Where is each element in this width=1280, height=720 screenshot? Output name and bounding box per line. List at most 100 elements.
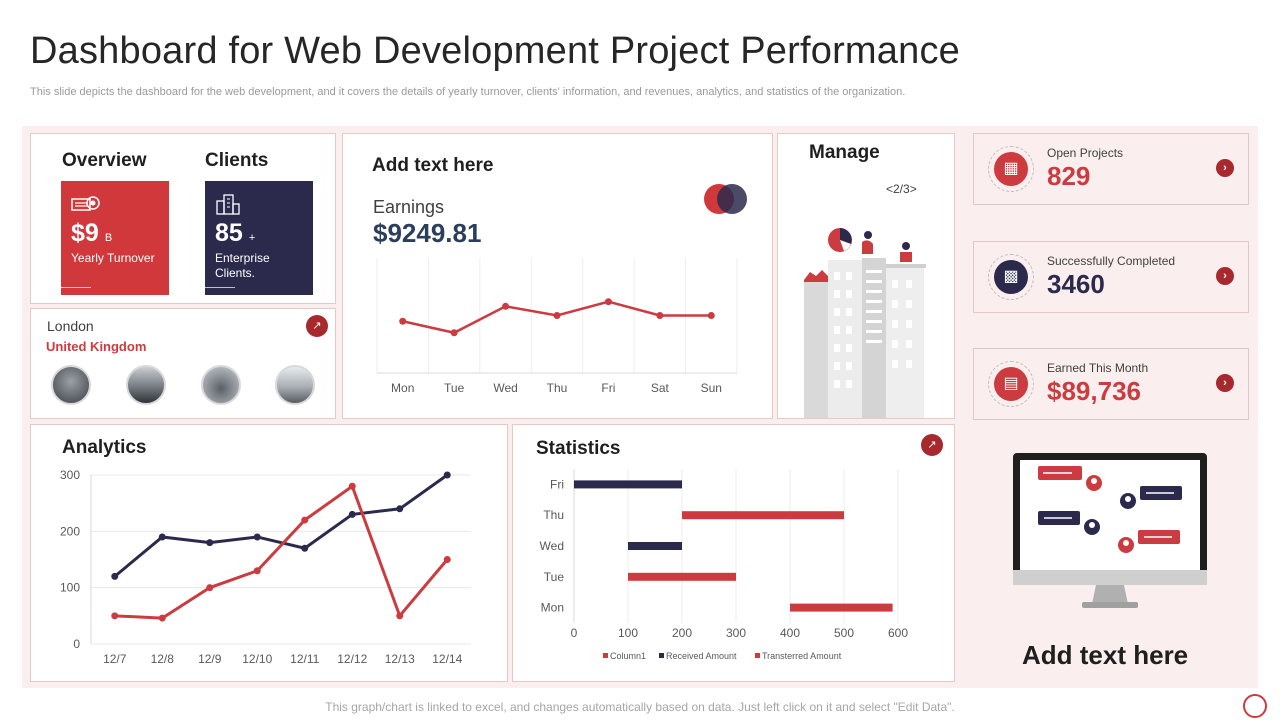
legend-label: Column1 [610, 651, 646, 661]
data-point [301, 544, 309, 552]
kpi-label: Earned This Month [1047, 361, 1149, 375]
kpi-successfully-completed[interactable]: ▩ Successfully Completed 3460 › [973, 241, 1249, 313]
data-point [206, 539, 214, 547]
kpi-icon-ring: ▩ [988, 254, 1034, 300]
manage-heading: Manage [809, 142, 880, 163]
turnover-unit: B [104, 232, 113, 244]
data-point [396, 505, 404, 513]
series-line-1 [113, 473, 449, 578]
turnover-label: Yearly Turnover [71, 251, 155, 265]
circle-icon [1243, 694, 1267, 718]
turnover-value: $9 [71, 219, 99, 247]
analytics-heading: Analytics [62, 437, 147, 458]
kpi-icon-ring: ▦ [988, 146, 1034, 192]
x-tick-label: 500 [834, 626, 854, 640]
statistics-heading: Statistics [536, 438, 621, 459]
clients-tile[interactable]: 85 + Enterprise Clients. [205, 181, 313, 295]
data-point [348, 510, 356, 518]
data-point [656, 312, 664, 319]
data-point [301, 516, 309, 524]
legend-swatch [603, 653, 608, 658]
earnings-label: Earnings [373, 197, 445, 217]
side-caption: Add text here [1022, 640, 1189, 670]
x-tick-label: 12/13 [385, 652, 415, 666]
kpi-label: Successfully Completed [1047, 254, 1176, 268]
chevron-right-icon[interactable]: › [1216, 267, 1234, 285]
kpi-icon-ring: ▤ [988, 361, 1034, 407]
city-avatar-4[interactable] [275, 365, 315, 405]
bar [790, 603, 893, 612]
x-tick-label: Thu [547, 381, 568, 395]
y-tick-label: Thu [543, 508, 564, 522]
earnings-card: Add text here Earnings $9249.81 Mon Tue We… [342, 133, 773, 419]
data-point [253, 567, 261, 575]
chart-bars-icon: ▩ [994, 260, 1028, 294]
legend-label: Transterred Amount [762, 651, 842, 661]
data-point [158, 614, 166, 622]
overview-heading: Overview [62, 150, 147, 171]
data-point [396, 612, 404, 620]
x-tick-label: 12/14 [432, 652, 462, 666]
data-point [111, 572, 119, 580]
monitor-chat-illustration [1013, 453, 1207, 608]
manage-pager[interactable]: <2/3> [886, 182, 917, 196]
kpi-value: 3460 [1047, 269, 1105, 299]
x-tick-label: 200 [672, 626, 692, 640]
country-label: United Kingdom [46, 339, 147, 354]
y-tick-label: 0 [73, 637, 80, 651]
data-point [450, 329, 458, 337]
clients-unit: + [248, 232, 256, 244]
x-tick-label: Mon [391, 381, 414, 395]
chevron-right-icon[interactable]: › [1216, 374, 1234, 392]
x-tick-label: 12/9 [198, 652, 222, 666]
x-tick-label: 12/7 [103, 652, 127, 666]
data-point [253, 533, 261, 541]
x-tick-label: 0 [571, 626, 578, 640]
city-avatar-3[interactable] [201, 365, 241, 405]
analytics-card: Analytics 0 100 200 300 12/7 12/8 12/9 12/10 12/… [30, 424, 508, 682]
kpi-label: Open Projects [1047, 146, 1124, 160]
kpi-open-projects[interactable]: ▦ Open Projects 829 › [973, 133, 1249, 205]
divider [205, 287, 235, 288]
y-tick-label: Wed [540, 539, 564, 553]
turnover-tile[interactable]: $9 B Yearly Turnover [61, 181, 169, 295]
office-building-icon: ▦ [994, 152, 1028, 186]
x-tick-label: 300 [726, 626, 746, 640]
city-avatar-2[interactable] [126, 365, 166, 405]
legend-label: Received Amount [666, 651, 737, 661]
chevron-right-icon[interactable]: › [1216, 159, 1234, 177]
city-avatar-1[interactable] [51, 365, 91, 405]
x-tick-label: 12/8 [151, 652, 175, 666]
kpi-value: $89,736 [1047, 376, 1141, 406]
footer-note: This graph/chart is linked to excel, and… [325, 700, 955, 714]
y-tick-label: Mon [541, 601, 564, 615]
kpi-value: 829 [1047, 161, 1091, 191]
legend-swatch [755, 653, 760, 658]
x-tick-label: 400 [780, 626, 800, 640]
x-tick-label: 12/12 [337, 652, 367, 666]
invoice-icon: ▤ [994, 367, 1028, 401]
overlap-circles-icon [704, 184, 747, 214]
kpi-earned-this-month[interactable]: ▤ Earned This Month $89,736 › [973, 348, 1249, 420]
x-tick-label: Tue [444, 381, 465, 395]
analytics-chart: 0 100 200 300 12/7 12/8 12/9 12/10 12/11 12/12 12/… [60, 468, 471, 666]
y-tick-label: Tue [544, 570, 565, 584]
city-label: London [47, 318, 94, 334]
x-tick-label: Sat [651, 381, 670, 395]
office-buildings-illustration [804, 228, 926, 418]
clients-heading: Clients [205, 150, 269, 171]
divider [61, 287, 91, 288]
x-tick-label: 600 [888, 626, 908, 640]
arrow-up-right-icon[interactable]: ↗ [921, 434, 943, 456]
bar [574, 480, 682, 489]
data-point [399, 317, 407, 325]
data-point [111, 612, 119, 620]
statistics-chart: 0 100 200 300 400 500 600 Fri Thu Wed Tue Mon Column… [540, 469, 908, 661]
clients-value: 85 [215, 219, 243, 247]
location-card: London United Kingdom ↗ [30, 308, 336, 419]
earnings-value: $9249.81 [373, 218, 482, 248]
x-tick-label: Fri [601, 381, 615, 395]
arrow-up-right-icon[interactable]: ↗ [306, 315, 328, 337]
data-point [158, 533, 166, 541]
